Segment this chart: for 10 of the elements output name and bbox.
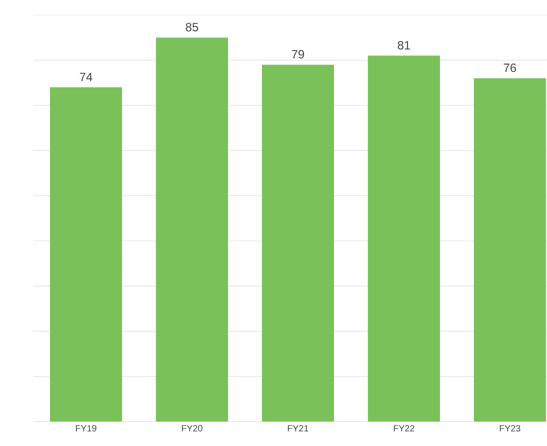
data-label: 85 <box>186 22 198 32</box>
data-label: 81 <box>398 40 410 50</box>
x-tick-label: FY23 <box>500 425 520 432</box>
data-label: 79 <box>292 50 304 58</box>
x-tick-label: FY21 <box>288 425 308 432</box>
x-tick-label: FY20 <box>182 425 202 432</box>
data-label: 76 <box>504 64 516 72</box>
data-label: 74 <box>80 72 92 82</box>
x-tick-label: FY22 <box>394 425 414 432</box>
x-tick-label: FY19 <box>76 425 96 432</box>
